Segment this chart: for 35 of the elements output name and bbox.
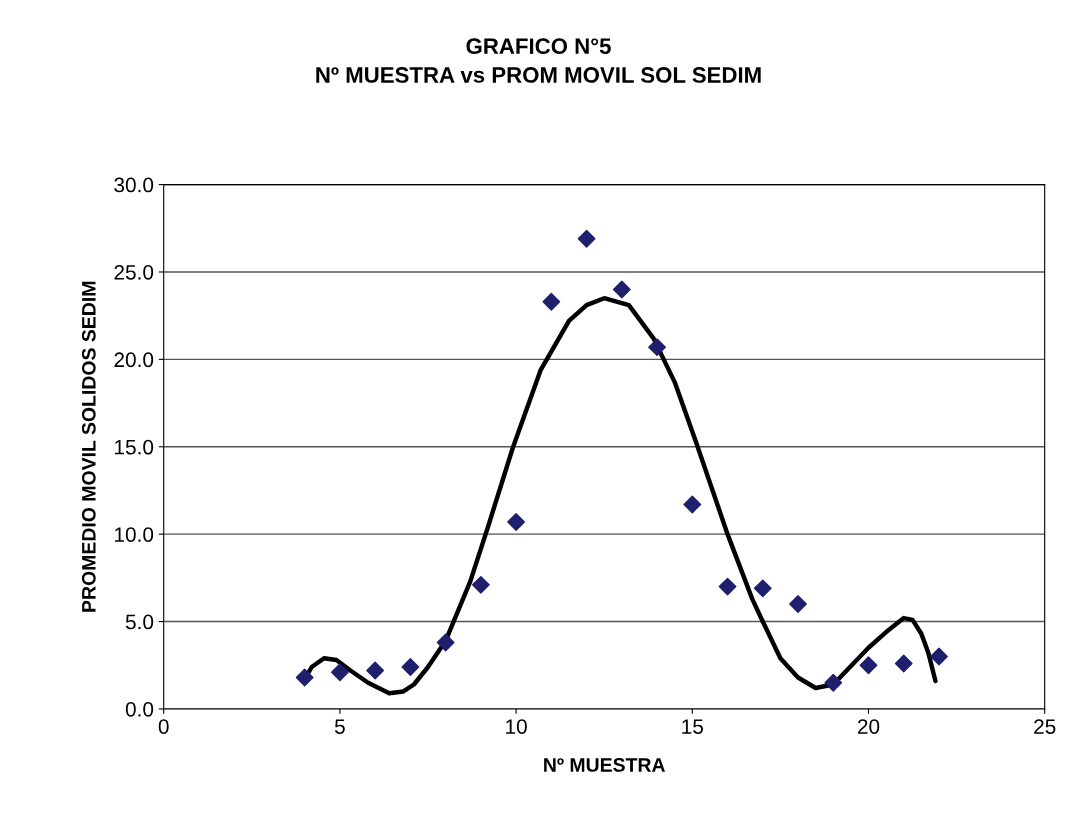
y-tick-label: 5.0 [125,614,154,630]
point [330,663,349,682]
x-tick-label: 10 [506,719,527,734]
y-tick-label: 0.0 [125,701,154,717]
x-axis-title: Nº MUESTRA [544,758,666,772]
point [753,579,772,598]
y-tick-label: 30.0 [114,177,154,193]
y-tick-label: 20.0 [114,352,154,368]
x-tick-label: 20 [857,719,880,734]
point [894,654,913,673]
y-tick-label: 25.0 [114,264,154,280]
point [789,595,807,613]
point [366,661,385,680]
point [824,673,843,692]
point [718,577,737,596]
point [471,575,490,594]
point [507,513,526,531]
point [859,656,878,675]
y-tick-label: 10.0 [115,527,154,542]
point [401,658,420,676]
point [436,633,455,652]
point [683,495,702,514]
point [930,647,948,666]
chart-title: GRAFICO N°5 Nº MUESTRA vs PROM MOVIL SOL SEDIM [316,38,761,83]
y-tick-label: 15.0 [115,439,154,455]
x-tick-label: 0 [158,719,169,734]
y-axis-title: PROMEDIO MOVIL SOLIDOS SEDIM [81,281,96,612]
x-tick-label: 25 [1034,719,1056,734]
point [542,292,561,311]
point [612,280,631,299]
x-tick-label: 15 [682,719,704,734]
point [648,338,666,357]
x-tick-label: 5 [334,719,345,734]
point [577,229,596,248]
point [295,668,314,687]
